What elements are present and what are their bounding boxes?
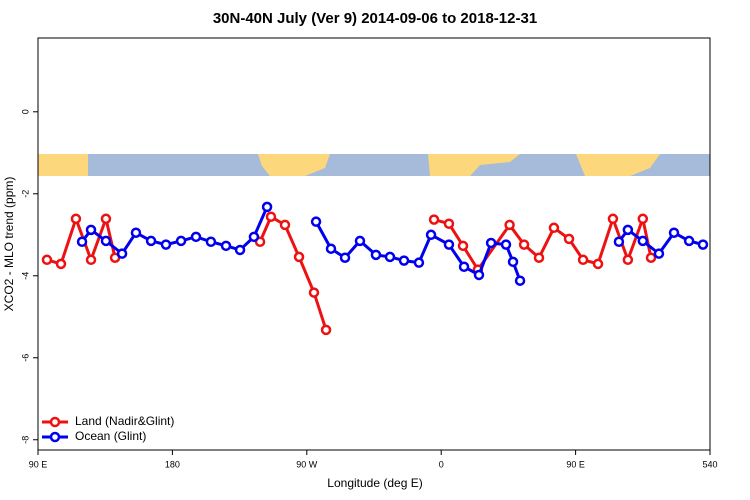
point bbox=[160, 239, 172, 250]
point bbox=[622, 224, 634, 236]
point bbox=[234, 244, 246, 256]
legend-marker bbox=[49, 416, 61, 428]
x-tick-label: 90 E bbox=[29, 459, 48, 469]
legend-label: Ocean (Glint) bbox=[75, 429, 146, 443]
point bbox=[425, 229, 437, 241]
point bbox=[41, 254, 53, 266]
point bbox=[130, 227, 142, 238]
point bbox=[458, 261, 470, 273]
point bbox=[668, 227, 680, 238]
point bbox=[265, 211, 277, 222]
point bbox=[548, 222, 560, 234]
plot-frame bbox=[37, 37, 711, 451]
point bbox=[622, 254, 634, 266]
point bbox=[607, 213, 619, 225]
y-tick-label: -4 bbox=[20, 272, 30, 280]
legend-label: Land (Nadir&Glint) bbox=[75, 414, 174, 428]
point bbox=[354, 235, 366, 247]
point bbox=[384, 251, 396, 263]
y-tick-label: -2 bbox=[20, 190, 30, 198]
point bbox=[190, 231, 202, 243]
y-axis-label: XCO2 - MLO trend (ppm) bbox=[2, 177, 16, 312]
point bbox=[653, 248, 665, 259]
point bbox=[645, 252, 657, 263]
point bbox=[613, 236, 625, 247]
point bbox=[248, 231, 260, 243]
x-axis-label: Longitude (deg E) bbox=[327, 476, 422, 490]
map-strip bbox=[38, 154, 710, 176]
point bbox=[310, 216, 322, 227]
point bbox=[398, 255, 410, 266]
point bbox=[518, 239, 530, 250]
point bbox=[500, 239, 512, 250]
point bbox=[637, 235, 649, 247]
point bbox=[339, 252, 351, 263]
point bbox=[85, 224, 97, 236]
point bbox=[443, 239, 455, 250]
point bbox=[592, 258, 604, 270]
point bbox=[457, 240, 469, 252]
point bbox=[325, 243, 337, 254]
point bbox=[473, 269, 485, 281]
point bbox=[293, 251, 305, 263]
point bbox=[413, 257, 425, 268]
point bbox=[683, 235, 695, 247]
point bbox=[70, 213, 82, 225]
y-tick-label: 0 bbox=[20, 109, 30, 114]
point bbox=[697, 239, 709, 250]
legend-marker bbox=[49, 431, 61, 443]
point bbox=[145, 235, 157, 247]
point bbox=[55, 258, 67, 270]
y-tick-label: -6 bbox=[20, 354, 30, 362]
point bbox=[116, 248, 128, 259]
point bbox=[279, 219, 291, 231]
point bbox=[205, 236, 217, 247]
point bbox=[577, 254, 589, 266]
point bbox=[533, 252, 545, 263]
point bbox=[370, 249, 382, 261]
point bbox=[308, 287, 320, 298]
x-tick-label: 540 bbox=[702, 459, 717, 469]
point bbox=[100, 235, 112, 247]
point bbox=[320, 324, 332, 336]
point bbox=[175, 235, 187, 247]
x-tick-label: 90 W bbox=[296, 459, 318, 469]
point bbox=[220, 240, 232, 252]
chart-title: 30N-40N July (Ver 9) 2014-09-06 to 2018-… bbox=[213, 10, 537, 27]
point bbox=[100, 213, 112, 225]
point bbox=[85, 254, 97, 266]
point bbox=[261, 201, 273, 213]
y-tick-label: -8 bbox=[20, 436, 30, 444]
point bbox=[563, 233, 575, 245]
x-tick-label: 180 bbox=[165, 459, 180, 469]
point bbox=[507, 256, 519, 268]
x-tick-label: 90 E bbox=[566, 459, 585, 469]
point bbox=[76, 236, 88, 247]
point bbox=[504, 219, 515, 231]
point bbox=[485, 237, 497, 249]
point bbox=[428, 214, 440, 225]
point bbox=[637, 213, 649, 225]
x-tick-label: 0 bbox=[439, 459, 444, 469]
point bbox=[443, 218, 455, 229]
point bbox=[514, 275, 526, 286]
